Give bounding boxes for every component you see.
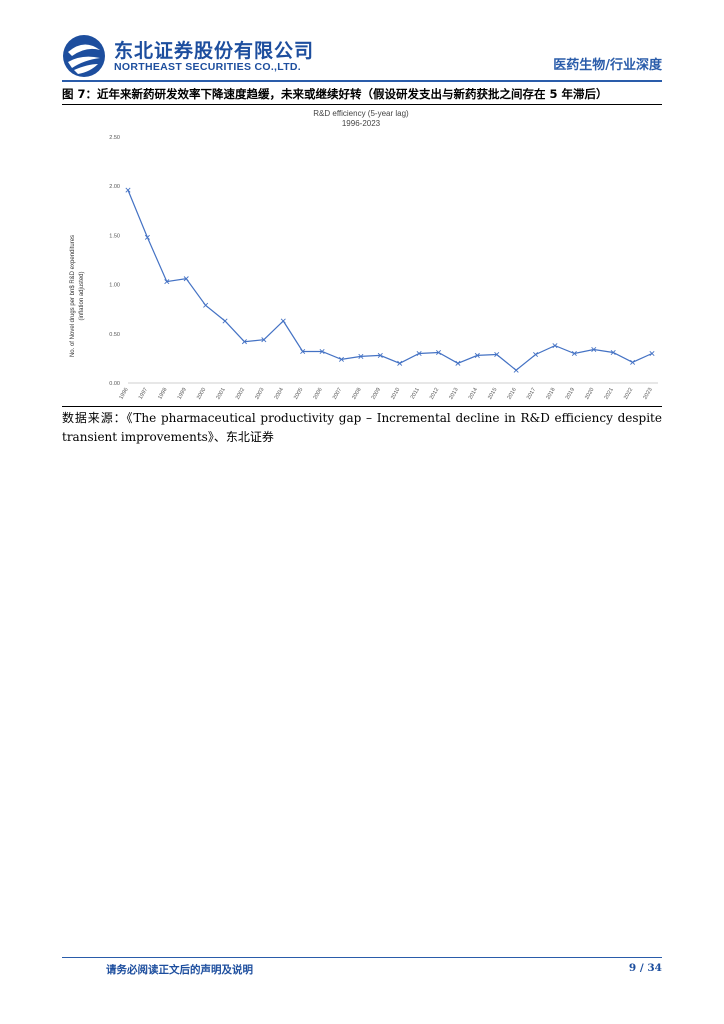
data-point-marker [455, 360, 461, 366]
data-point-marker [358, 353, 364, 359]
y-axis-label: No. of Novel drugs per bn$ R&D expenditu… [70, 235, 76, 357]
x-tick-label: 1999 [177, 387, 188, 401]
x-tick-label: 2010 [390, 387, 401, 401]
data-point-marker [533, 351, 539, 357]
report-header: 东北证券股份有限公司 NORTHEAST SECURITIES CO.,LTD.… [62, 34, 662, 80]
y-tick-label: 0.50 [109, 332, 120, 338]
x-tick-label: 2007 [332, 387, 343, 401]
data-point-marker [280, 318, 286, 324]
data-point-marker [591, 347, 597, 353]
y-tick-label: 1.00 [109, 283, 120, 289]
page-number: 9 / 34 [628, 962, 662, 974]
x-tick-label: 1998 [157, 387, 168, 401]
data-point-marker [319, 348, 325, 355]
data-point-marker [474, 352, 480, 358]
x-tick-label: 2000 [196, 387, 207, 401]
data-point-marker [261, 337, 267, 343]
x-tick-label: 2009 [371, 387, 382, 401]
data-point-marker [397, 360, 403, 366]
data-point-marker [494, 351, 500, 357]
y-tick-label: 1.50 [109, 233, 120, 239]
x-tick-label: 2004 [274, 387, 285, 401]
x-tick-label: 2019 [565, 387, 576, 401]
x-tick-label: 2022 [623, 387, 634, 401]
data-point-marker [300, 348, 306, 355]
y-tick-label: 0.00 [109, 381, 120, 387]
x-tick-label: 1996 [118, 387, 129, 401]
x-tick-label: 2008 [351, 387, 362, 401]
y-tick-label: 2.50 [109, 135, 120, 141]
x-tick-label: 2003 [254, 387, 265, 401]
figure-title-divider [62, 104, 662, 105]
x-tick-label: 2020 [584, 387, 595, 401]
x-tick-labels: 1996 1997 1998 1999 2000 2001 2002 2003 2004 2005… [118, 387, 653, 401]
data-point-marker [338, 356, 344, 362]
x-tick-label: 2011 [410, 387, 421, 400]
x-tick-label: 2016 [507, 387, 518, 401]
data-point-marker [630, 359, 636, 365]
data-point-marker [571, 350, 577, 356]
x-tick-label: 2012 [429, 387, 440, 401]
series-line [127, 189, 653, 371]
x-tick-label: 2005 [293, 387, 304, 401]
x-tick-label: 2023 [642, 387, 653, 401]
data-point-marker [649, 350, 655, 356]
y-tick-labels: 0.00 0.50 1.00 1.50 2.00 2.50 [109, 135, 120, 387]
data-point-marker [183, 276, 189, 282]
x-tick-label: 2021 [604, 387, 615, 401]
data-point-marker [241, 339, 247, 345]
x-tick-label: 2006 [312, 387, 323, 401]
x-tick-label: 2001 [215, 387, 226, 401]
data-point-marker [125, 187, 131, 193]
data-point-marker [416, 350, 422, 356]
source-divider [62, 406, 662, 407]
x-tick-label: 2017 [526, 387, 537, 401]
data-point-marker [144, 234, 150, 240]
data-point-marker [377, 352, 383, 358]
x-tick-label: 2002 [235, 387, 246, 401]
x-tick-label: 2018 [545, 387, 556, 401]
figure-title: 图 7：近年来新药研发效率下降速度趋缓，未来或继续好转（假设研发支出与新药获批之… [62, 87, 608, 101]
data-point-marker [513, 367, 519, 373]
northeast-securities-logo-icon [63, 35, 105, 77]
data-point-marker [203, 302, 209, 308]
data-source-note: 数据来源：《The pharmaceutical productivity ga… [62, 411, 662, 444]
x-tick-label: 2013 [448, 387, 459, 401]
x-tick-label: 2014 [468, 387, 479, 401]
x-tick-label: 2015 [487, 387, 498, 401]
footer-disclaimer: 请务必阅读正文后的声明及说明 [106, 964, 253, 976]
footer-divider [62, 957, 662, 958]
chart-subtitle: 1996-2023 [342, 119, 381, 128]
data-point-marker [222, 318, 228, 324]
report-type-label: 医药生物/行业深度 [553, 58, 662, 73]
data-point-marker [552, 343, 558, 349]
chart-title: R&D efficiency (5-year lag) [313, 109, 409, 118]
company-name-en: NORTHEAST SECURITIES CO.,LTD. [114, 61, 302, 73]
company-name-cn: 东北证券股份有限公司 [114, 40, 315, 62]
data-point-marker [610, 349, 616, 356]
data-point-marker [436, 349, 442, 356]
x-tick-label: 1997 [138, 387, 149, 401]
y-axis-label-sub: (inflation adjusted) [79, 271, 85, 320]
header-divider [62, 80, 662, 82]
y-tick-label: 2.00 [109, 184, 120, 190]
rd-efficiency-line-chart: R&D efficiency (5-year lag) 1996-2023 No… [70, 109, 658, 401]
series-markers [125, 187, 655, 373]
data-point-marker [164, 279, 170, 285]
